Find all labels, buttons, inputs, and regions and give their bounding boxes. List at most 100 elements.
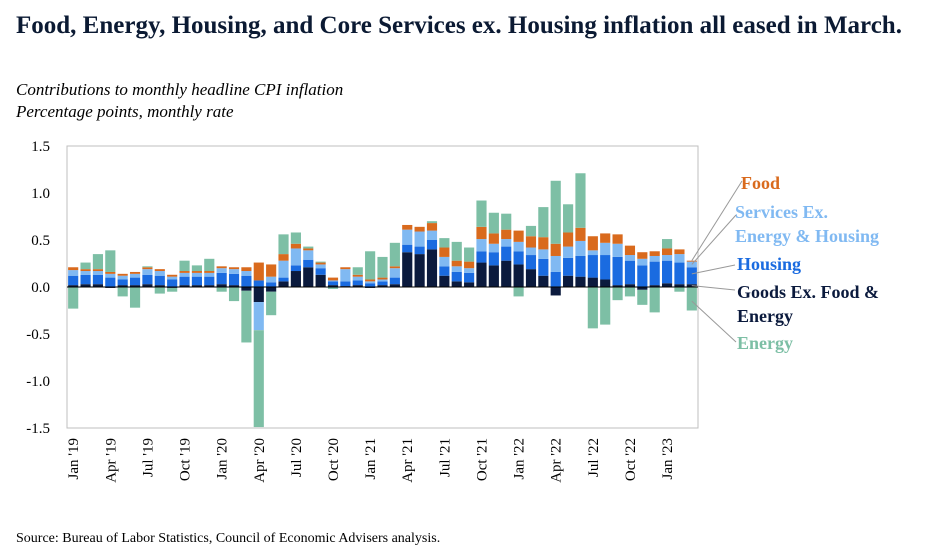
bar-segment-food xyxy=(204,271,215,273)
bar-segment-goods xyxy=(216,284,227,287)
bar-segment-housing xyxy=(600,255,611,280)
bar-segment-food xyxy=(303,248,314,251)
bar-segment-goods xyxy=(426,249,438,287)
bar-segment-services xyxy=(426,230,438,240)
bar-segment-food xyxy=(327,277,339,281)
chart-subtitle: Contributions to monthly headline CPI in… xyxy=(16,80,344,99)
bar-segment-food xyxy=(426,223,438,231)
bar-segment-goods xyxy=(513,264,524,287)
bar-segment-services xyxy=(315,264,326,269)
bar-segment-energy xyxy=(191,265,202,272)
bar-segment-energy xyxy=(426,221,438,224)
bar-segment-energy xyxy=(513,287,524,297)
source-note: Source: Bureau of Labor Statistics, Coun… xyxy=(16,531,441,546)
bar-segment-goods xyxy=(402,252,413,287)
bar-segment-services xyxy=(365,281,376,284)
bar-segment-energy xyxy=(488,212,499,234)
bar-segment-goods xyxy=(587,277,598,287)
bar-segment-goods xyxy=(278,281,289,287)
x-tick-label: Oct '20 xyxy=(326,438,342,481)
bar-segment-energy xyxy=(253,330,264,428)
bar-segment-goods xyxy=(649,285,660,287)
bar-segment-energy xyxy=(167,287,178,292)
bar-segment-food xyxy=(365,279,376,282)
bar-segment-energy xyxy=(290,232,301,244)
bar-segment-goods xyxy=(600,279,611,287)
bar-segment-services xyxy=(216,268,227,273)
bar-segment-services xyxy=(501,239,512,247)
bar-segment-energy xyxy=(105,250,116,272)
bar-segment-services xyxy=(154,271,165,276)
bar-segment-goods xyxy=(92,284,104,287)
bar-segment-housing xyxy=(315,268,326,275)
y-tick-label: 0.5 xyxy=(31,233,50,249)
legend-label-housing: Housing xyxy=(737,254,801,274)
bar-segment-food xyxy=(488,233,499,244)
bar-segment-energy xyxy=(662,239,673,249)
bar-segment-services xyxy=(241,271,252,276)
bar-segment-housing xyxy=(686,267,697,285)
chart-units-subtitle: Percentage points, monthly rate xyxy=(16,102,234,121)
bar-segment-housing xyxy=(216,272,227,285)
bar-segment-energy xyxy=(68,287,79,309)
bar-segment-energy xyxy=(278,234,289,255)
legend-leader-goods xyxy=(691,285,736,291)
bar-segment-services xyxy=(80,271,91,275)
bar-segment-food xyxy=(179,271,190,273)
bar-segment-housing xyxy=(451,271,462,282)
bar-segment-energy xyxy=(550,180,561,244)
bar-segment-services xyxy=(662,255,673,261)
bar-segment-food xyxy=(464,261,475,269)
bar-segment-food xyxy=(538,237,549,250)
bar-segment-goods xyxy=(464,282,475,287)
x-tick-label: Jul '19 xyxy=(140,438,156,477)
bar-segment-food xyxy=(674,249,685,255)
bar-segment-food xyxy=(241,267,252,272)
bar-segment-goods xyxy=(117,285,128,287)
bar-segment-food xyxy=(451,260,462,267)
legend-label-goods: Goods Ex. Food & xyxy=(737,282,879,302)
bar-segment-services xyxy=(266,276,277,283)
legend-leader-services xyxy=(691,214,737,265)
bar-segment-housing xyxy=(154,275,165,286)
bar-segment-services xyxy=(167,276,178,280)
bar-segment-energy xyxy=(501,213,512,230)
y-tick-label: -1.0 xyxy=(26,374,50,390)
bar-segment-energy xyxy=(389,242,400,267)
bar-segment-housing xyxy=(228,273,240,286)
bar-segment-food xyxy=(266,264,277,277)
bar-segment-housing xyxy=(649,261,660,286)
bar-segment-services xyxy=(129,273,141,278)
bar-segment-goods xyxy=(377,285,388,287)
bar-segment-goods xyxy=(179,285,190,287)
bar-segment-services xyxy=(303,250,314,260)
bar-segment-food xyxy=(637,252,648,259)
bar-segment-housing xyxy=(488,252,499,266)
bar-segment-energy xyxy=(525,225,537,237)
bar-segment-energy xyxy=(142,266,153,268)
bar-segment-energy xyxy=(649,287,660,313)
bar-segment-services xyxy=(142,269,153,275)
bar-segment-services xyxy=(191,272,202,277)
bar-segment-services xyxy=(513,241,524,252)
bar-segment-services xyxy=(352,276,363,281)
bar-segment-goods xyxy=(439,275,450,287)
bar-segment-housing xyxy=(352,280,363,286)
bar-segment-services xyxy=(253,302,264,331)
x-tick-label: Jan '20 xyxy=(215,438,231,479)
bar-segment-food xyxy=(154,269,165,272)
bar-segment-energy xyxy=(228,287,240,302)
bar-segment-food xyxy=(587,236,598,251)
bar-segment-housing xyxy=(624,260,636,285)
bar-segment-energy xyxy=(154,287,165,294)
bar-segment-services xyxy=(525,247,537,256)
bar-segment-housing xyxy=(501,246,512,261)
bar-segment-food xyxy=(389,266,400,269)
x-tick-label: Jan '22 xyxy=(512,438,528,479)
bar-segment-energy xyxy=(216,287,227,292)
bar-segment-services xyxy=(228,269,240,274)
bar-segment-food xyxy=(439,247,450,257)
bar-segment-energy xyxy=(266,291,277,316)
bar-segment-housing xyxy=(179,276,190,286)
bar-segment-goods xyxy=(80,284,91,287)
